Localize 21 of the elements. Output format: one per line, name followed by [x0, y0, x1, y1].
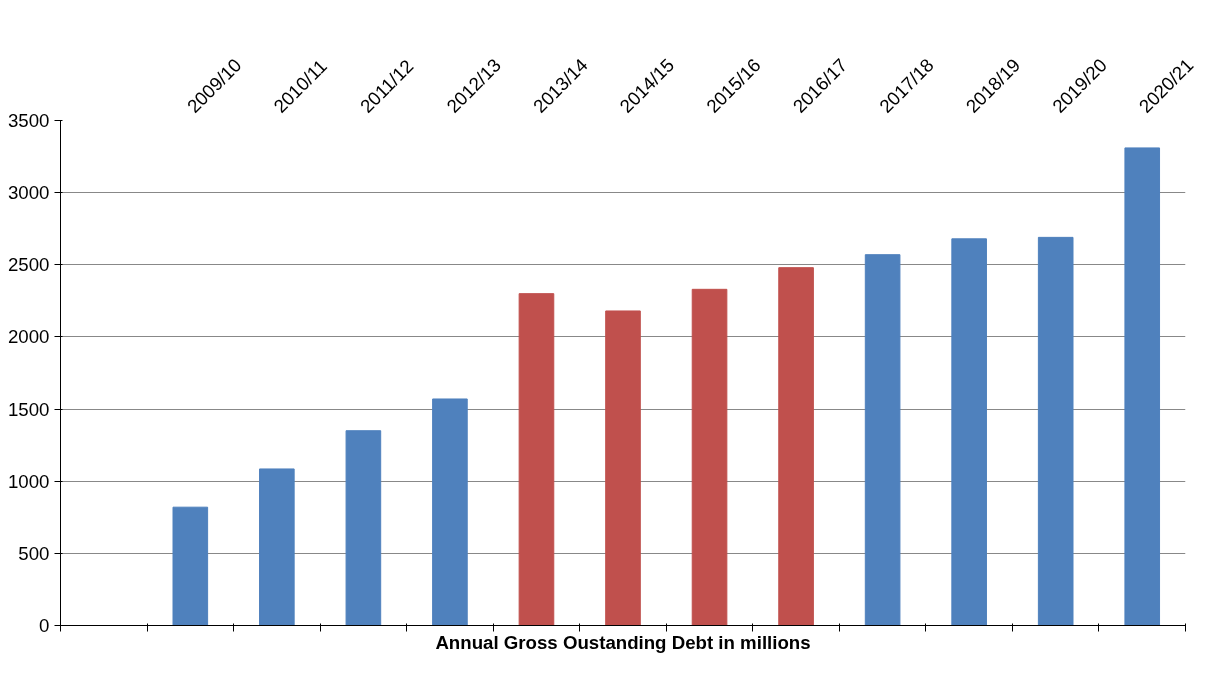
- bar: [259, 468, 295, 626]
- bar: [518, 293, 555, 626]
- bar: [1037, 236, 1074, 626]
- bar: [864, 254, 901, 626]
- y-tick-label: 3500: [8, 110, 50, 131]
- y-tick-label: 2000: [8, 326, 50, 348]
- y-tick-label: 1000: [8, 470, 50, 492]
- y-tick-label: 500: [18, 542, 50, 564]
- bar: [605, 310, 641, 626]
- bar: [951, 238, 987, 626]
- x-axis-title: Annual Gross Oustanding Debt in millions: [435, 631, 811, 653]
- bar: [778, 267, 814, 626]
- bar: [172, 506, 209, 626]
- bar: [1124, 147, 1161, 626]
- y-tick-label: 1500: [8, 398, 50, 420]
- bar: [691, 288, 728, 626]
- y-tick-label: 0: [39, 615, 50, 636]
- y-tick-label: 3000: [8, 182, 50, 204]
- bar: [432, 398, 468, 626]
- y-tick-label: 2500: [8, 254, 50, 276]
- bar: [345, 430, 382, 626]
